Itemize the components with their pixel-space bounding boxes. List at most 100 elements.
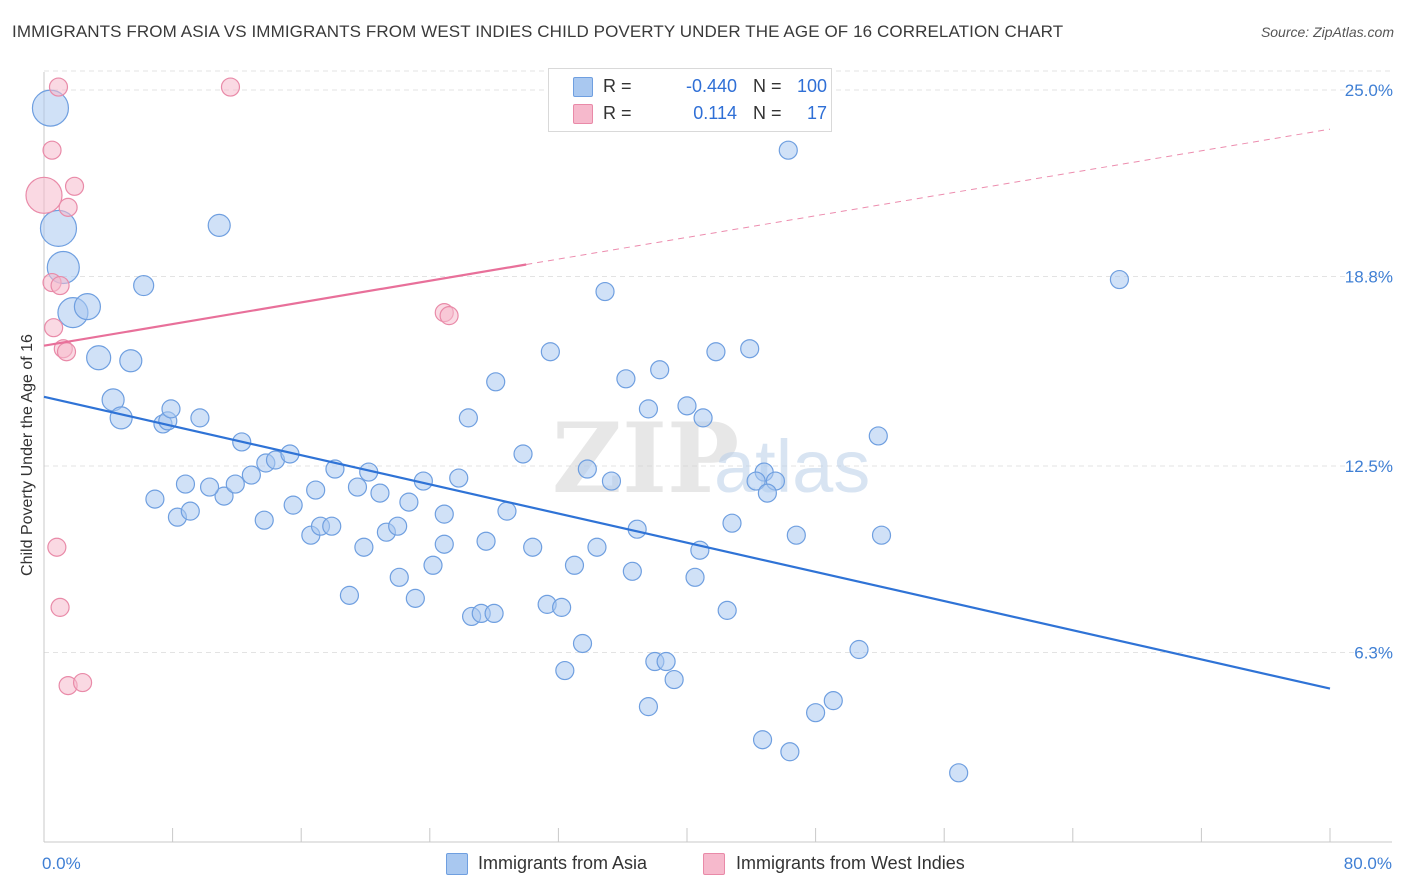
asia-point (805, 703, 826, 723)
asia-point (322, 516, 342, 536)
asia-point (868, 426, 888, 446)
west-indies-point (439, 306, 459, 326)
watermark-atlas: atlas (714, 425, 870, 508)
asia-point (199, 477, 220, 497)
west-indies-point (58, 197, 78, 217)
asia-point (458, 408, 478, 428)
y-tick-label: 12.5% (1345, 457, 1393, 476)
asia-point (685, 567, 705, 587)
asia-point (254, 510, 274, 530)
bottom-legend-label-asia: Immigrants from Asia (478, 853, 648, 873)
west-indies-point (25, 176, 63, 214)
bottom-legend-west-indies: Immigrants from West Indies (703, 852, 1003, 876)
asia-point (555, 660, 575, 681)
legend-r-value: 0.114 (693, 103, 737, 123)
bottom-legend-swatch-west-indies (703, 853, 725, 875)
asia-point (399, 492, 419, 512)
asia-point (434, 534, 454, 554)
asia-point (190, 408, 210, 428)
asia-point (225, 474, 245, 494)
asia-point (405, 588, 425, 608)
asia-point (757, 483, 777, 503)
asia-point (693, 408, 713, 428)
asia-point (564, 555, 585, 575)
legend-r-label: R = (603, 103, 632, 123)
asia-point (339, 585, 360, 605)
asia-point (740, 339, 760, 359)
asia-point (622, 561, 642, 581)
asia-point (664, 669, 684, 690)
asia-point (871, 525, 892, 545)
west-indies-point (47, 537, 67, 557)
west-indies-point (48, 77, 69, 97)
asia-point (540, 342, 560, 362)
asia-point (180, 501, 200, 521)
asia-point (133, 274, 155, 297)
bottom-legend-asia: Immigrants from Asia (446, 852, 706, 876)
asia-point (638, 399, 659, 419)
asia-point (241, 465, 261, 485)
asia-point (486, 372, 506, 392)
asia-point (484, 603, 504, 624)
legend-n-value: 100 (796, 76, 827, 96)
asia-point (476, 531, 496, 551)
west-indies-point (42, 140, 62, 160)
x-tick-label: 0.0% (42, 854, 81, 873)
y-tick-label: 25.0% (1345, 81, 1393, 100)
west-indies-point (220, 77, 241, 97)
bottom-legend-swatch-asia (446, 853, 468, 875)
asia-point (497, 501, 517, 521)
asia-point (706, 342, 726, 362)
source-credit: Source: ZipAtlas.com (1260, 24, 1394, 40)
asia-point (1109, 269, 1130, 290)
asia-point (434, 504, 454, 524)
asia-point (354, 537, 374, 557)
bottom-legend-label-west-indies: Immigrants from West Indies (736, 853, 965, 873)
asia-point (577, 459, 597, 479)
asia-point (616, 369, 636, 389)
asia-point (31, 89, 70, 127)
asia-point (949, 763, 969, 783)
asia-point (849, 639, 869, 660)
asia-point (823, 691, 843, 711)
asia-point (780, 742, 800, 762)
asia-point (595, 281, 615, 302)
legend-swatch-west-indies (573, 104, 593, 124)
legend-n-value: 17 (806, 103, 827, 123)
asia-point (778, 140, 798, 160)
asia-point (572, 633, 593, 654)
legend-r-value: -0.440 (685, 76, 737, 96)
west-indies-point (44, 318, 64, 338)
asia-point (677, 396, 697, 416)
asia-point (752, 730, 773, 750)
asia-point (423, 555, 443, 575)
asia-point (39, 209, 78, 248)
asia-point (523, 537, 543, 557)
asia-point (161, 399, 181, 419)
asia-point (370, 483, 390, 503)
asia-point (449, 468, 469, 488)
x-tick-label: 80.0% (1344, 854, 1392, 873)
asia-point (86, 345, 112, 371)
asia-point (73, 293, 102, 321)
asia-point (513, 444, 533, 464)
chart-title: IMMIGRANTS FROM ASIA VS IMMIGRANTS FROM … (12, 22, 1064, 41)
west-indies-point (56, 342, 77, 362)
asia-point (746, 471, 766, 491)
y-tick-label: 18.8% (1345, 268, 1393, 287)
west-indies-point (50, 597, 70, 617)
asia-point (347, 477, 368, 497)
west-indies-point (50, 275, 70, 296)
asia-point (119, 349, 143, 373)
asia-trend-line (43, 395, 1331, 690)
west-indies-point (64, 176, 85, 196)
asia-point (717, 600, 737, 620)
asia-point (650, 360, 670, 380)
legend-n-label: N = (753, 76, 782, 96)
legend-swatch-asia (573, 77, 593, 97)
west-indies-trend-extension (526, 128, 1331, 265)
asia-point (145, 489, 165, 509)
asia-point (656, 651, 676, 672)
asia-point (722, 513, 742, 533)
